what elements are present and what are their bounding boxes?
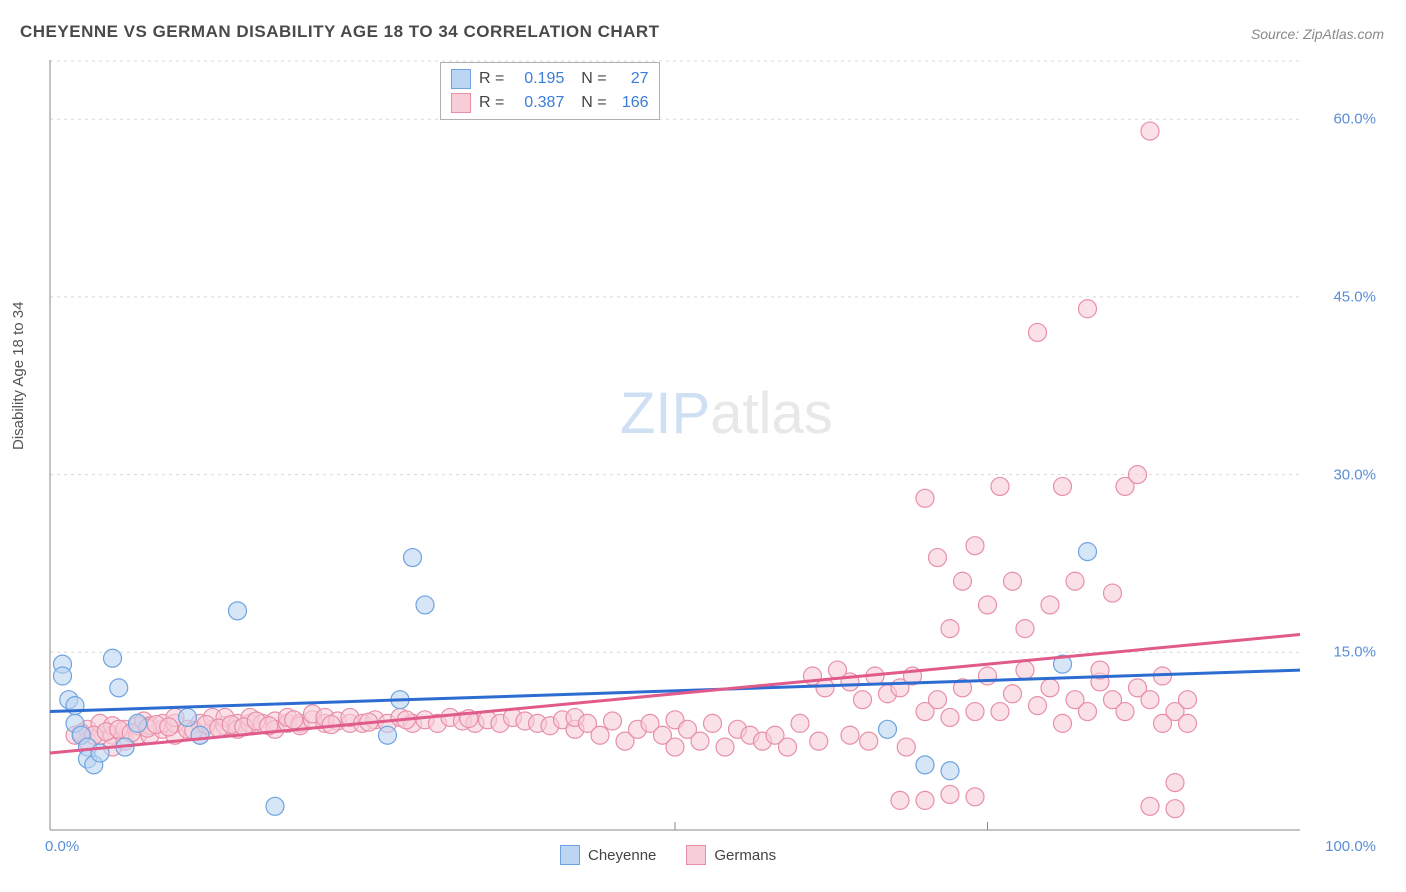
y-tick-label: 45.0% xyxy=(1333,288,1376,305)
bottom-legend-germans: Germans xyxy=(686,845,776,865)
swatch-cheyenne xyxy=(451,69,471,89)
legend-row-cheyenne: R = 0.195 N = 27 xyxy=(451,67,649,91)
y-tick-label: 15.0% xyxy=(1333,644,1376,661)
bottom-legend-label: Cheyenne xyxy=(588,847,656,864)
chart-title: CHEYENNE VS GERMAN DISABILITY AGE 18 TO … xyxy=(20,22,660,42)
swatch-germans-icon xyxy=(686,845,706,865)
source-credit: Source: ZipAtlas.com xyxy=(1251,26,1384,42)
legend-row-germans: R = 0.387 N = 166 xyxy=(451,91,649,115)
n-value-cheyenne: 27 xyxy=(615,70,649,88)
y-tick-label: 60.0% xyxy=(1333,111,1376,128)
y-axis-label: Disability Age 18 to 34 xyxy=(10,302,27,450)
swatch-cheyenne-icon xyxy=(560,845,580,865)
r-value-germans: 0.387 xyxy=(512,94,564,112)
x-tick-label: 0.0% xyxy=(45,838,79,855)
bottom-legend-label: Germans xyxy=(714,847,776,864)
x-tick-label: 100.0% xyxy=(1325,838,1376,855)
chart-svg xyxy=(50,60,1300,830)
bottom-legend: Cheyenne Germans xyxy=(560,845,776,865)
swatch-germans xyxy=(451,93,471,113)
y-tick-label: 30.0% xyxy=(1333,466,1376,483)
r-value-cheyenne: 0.195 xyxy=(512,70,564,88)
bottom-legend-cheyenne: Cheyenne xyxy=(560,845,656,865)
n-value-germans: 166 xyxy=(615,94,649,112)
legend-statistics: R = 0.195 N = 27 R = 0.387 N = 166 xyxy=(440,62,660,120)
chart-plot-area xyxy=(50,60,1300,830)
